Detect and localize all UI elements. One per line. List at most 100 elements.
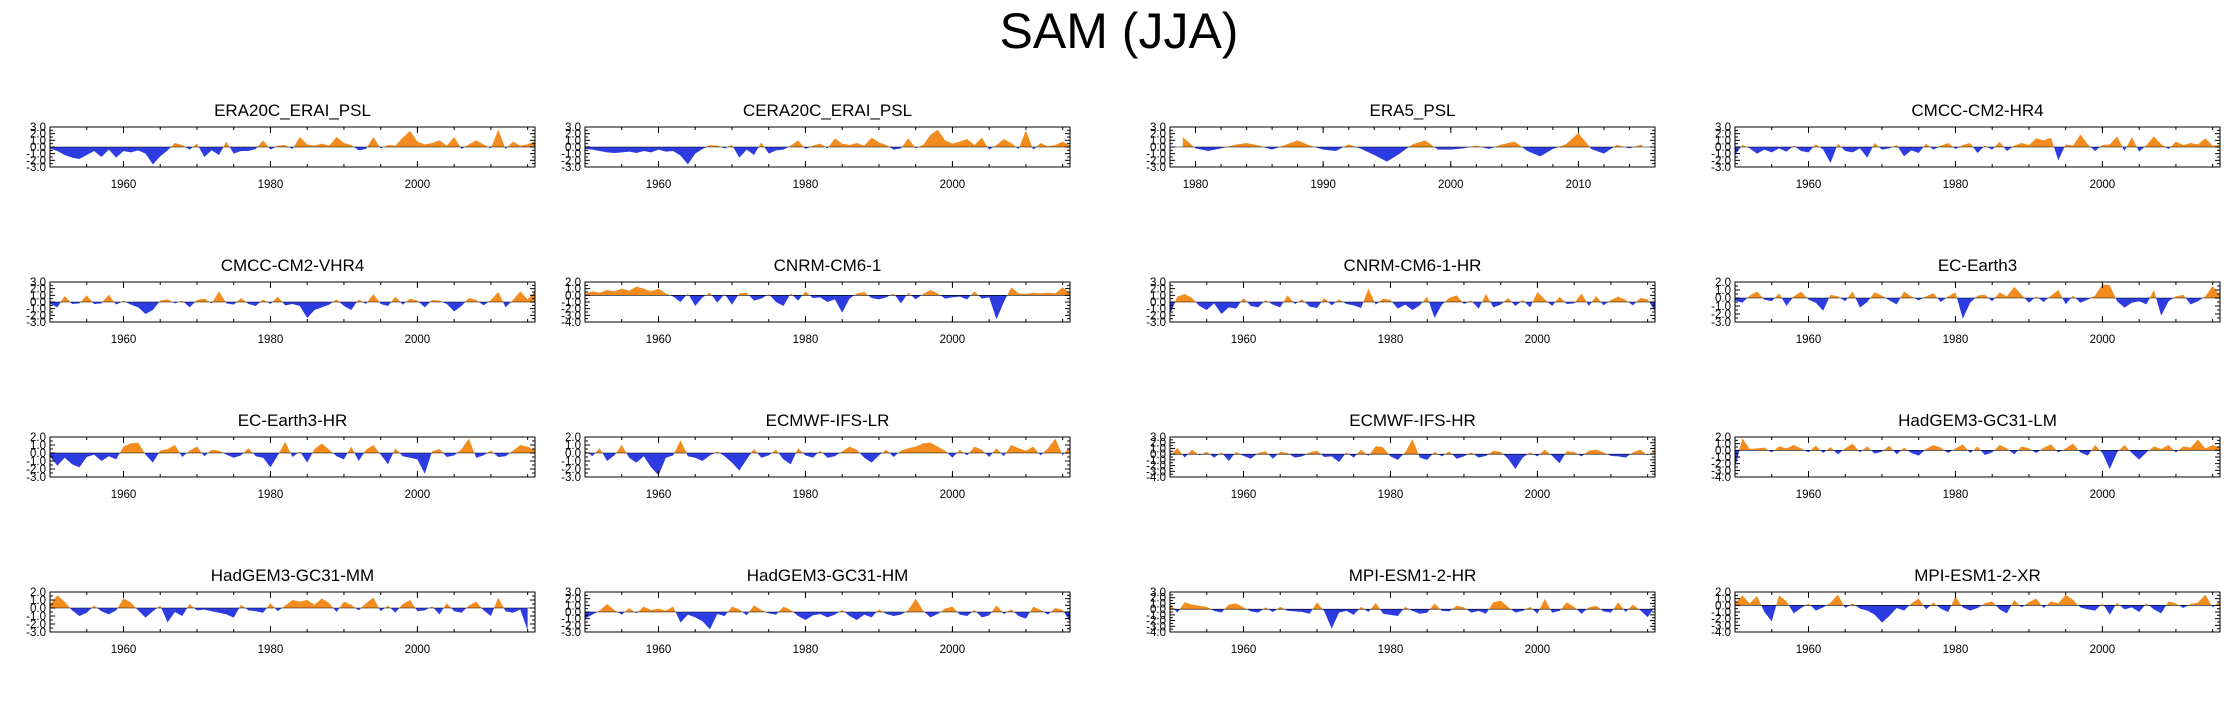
positive-area bbox=[585, 598, 1070, 612]
positive-area bbox=[1735, 594, 2220, 606]
x-tick-label: 2000 bbox=[2090, 179, 2116, 191]
y-tick-label: -1.0 bbox=[26, 456, 46, 468]
y-tick-label: -1.0 bbox=[1711, 149, 1731, 161]
y-tick-label: 2.0 bbox=[1715, 587, 1731, 599]
x-tick-label: 1960 bbox=[1231, 334, 1257, 346]
y-tick-label: 3.0 bbox=[565, 122, 581, 134]
y-tick-label: -3.0 bbox=[561, 162, 581, 174]
x-tick-label: 1980 bbox=[1943, 489, 1969, 501]
negative-area bbox=[1182, 147, 1643, 162]
panel-10: ECMWF-IFS-LR 2.01.00.0-1.0-2.0-3.0 1960 198… bbox=[561, 411, 1071, 501]
y-tick-label: 2.0 bbox=[30, 284, 46, 296]
y-tick-label: -3.0 bbox=[26, 162, 46, 174]
y-tick-label: -3.0 bbox=[1146, 317, 1166, 329]
y-tick-label: 2.0 bbox=[1150, 593, 1166, 605]
x-tick-label: 1960 bbox=[1796, 179, 1822, 191]
y-tick-label: 1.0 bbox=[30, 135, 46, 147]
y-tick-label: -2.0 bbox=[1146, 155, 1166, 167]
y-tick-label: 0.0 bbox=[30, 142, 46, 154]
negative-area bbox=[50, 608, 528, 631]
y-tick-label: 1.0 bbox=[1150, 135, 1166, 147]
positive-area bbox=[1170, 288, 1655, 302]
x-tick-label: 1960 bbox=[111, 334, 137, 346]
panel-title: ECMWF-IFS-HR bbox=[1349, 411, 1476, 430]
x-tick-label: 2000 bbox=[405, 334, 431, 346]
y-tick-label: -1.0 bbox=[561, 149, 581, 161]
y-tick-label: -4.0 bbox=[561, 317, 581, 329]
y-tick-label: 0.0 bbox=[1715, 293, 1731, 305]
y-tick-label: 2.0 bbox=[1715, 277, 1731, 289]
y-tick-label: 2.0 bbox=[565, 432, 581, 444]
y-tick-label: -1.0 bbox=[1711, 452, 1731, 464]
panel-title: CNRM-CM6-1 bbox=[774, 256, 882, 275]
y-tick-label: -4.0 bbox=[1146, 472, 1166, 484]
x-tick-label: 2000 bbox=[2090, 489, 2116, 501]
x-tick-label: 1980 bbox=[793, 179, 819, 191]
x-tick-label: 2000 bbox=[1525, 489, 1551, 501]
x-tick-label: 1960 bbox=[646, 644, 672, 656]
panel-6: CNRM-CM6-1 2.01.00.0-1.0-2.0-3.0-4.0 1960 1… bbox=[561, 256, 1071, 346]
y-tick-label: 0.0 bbox=[30, 297, 46, 309]
y-tick-label: -3.0 bbox=[561, 310, 581, 322]
y-tick-label: -1.0 bbox=[26, 149, 46, 161]
y-tick-label: 0.0 bbox=[565, 290, 581, 302]
y-tick-label: 1.0 bbox=[1150, 290, 1166, 302]
panel-title: EC-Earth3-HR bbox=[238, 411, 348, 430]
negative-area bbox=[50, 453, 535, 474]
y-tick-label: 1.0 bbox=[565, 284, 581, 296]
y-tick-label: 1.0 bbox=[1715, 439, 1731, 451]
y-tick-label: 2.0 bbox=[565, 594, 581, 606]
panel-4: CMCC-CM2-HR4 3.02.01.00.0-1.0-2.0-3.0 1960… bbox=[1711, 101, 2221, 191]
y-tick-label: 2.0 bbox=[30, 587, 46, 599]
y-tick-label: 2.0 bbox=[565, 277, 581, 289]
x-tick-label: 1980 bbox=[1943, 179, 1969, 191]
x-tick-label: 1980 bbox=[1378, 644, 1404, 656]
positive-area bbox=[1170, 439, 1655, 455]
x-tick-label: 1960 bbox=[646, 179, 672, 191]
y-tick-label: -1.0 bbox=[1146, 304, 1166, 316]
x-tick-label: 2000 bbox=[940, 644, 966, 656]
y-tick-label: 2.0 bbox=[1715, 432, 1731, 444]
positive-area bbox=[50, 291, 535, 302]
y-tick-label: 1.0 bbox=[1715, 594, 1731, 606]
y-tick-label: 0.0 bbox=[30, 448, 46, 460]
y-tick-label: -2.0 bbox=[1711, 614, 1731, 626]
panel-title: MPI-ESM1-2-XR bbox=[1914, 566, 2041, 585]
plot-frame bbox=[1734, 591, 2221, 633]
y-tick-label: 3.0 bbox=[30, 277, 46, 289]
negative-area bbox=[50, 302, 535, 318]
y-tick-label: -3.0 bbox=[1711, 162, 1731, 174]
y-tick-label: 1.0 bbox=[30, 440, 46, 452]
y-tick-label: 3.0 bbox=[30, 122, 46, 134]
panel-title: MPI-ESM1-2-HR bbox=[1349, 566, 1477, 585]
panel-title: CERA20C_ERAI_PSL bbox=[743, 101, 912, 120]
y-tick-label: -2.0 bbox=[1146, 310, 1166, 322]
y-tick-label: -3.0 bbox=[26, 627, 46, 639]
y-tick-label: -1.0 bbox=[1146, 610, 1166, 622]
y-tick-label: -2.0 bbox=[561, 304, 581, 316]
y-tick-label: -2.0 bbox=[1711, 155, 1731, 167]
figure-title: SAM (JJA) bbox=[999, 3, 1239, 59]
y-tick-label: 3.0 bbox=[1150, 432, 1166, 444]
x-tick-label: 1980 bbox=[258, 179, 284, 191]
positive-area bbox=[585, 438, 1070, 453]
y-tick-label: -2.0 bbox=[26, 464, 46, 476]
panel-title: ERA20C_ERAI_PSL bbox=[214, 101, 371, 120]
x-tick-label: 2000 bbox=[940, 179, 966, 191]
positive-area bbox=[585, 286, 1070, 296]
y-tick-label: -1.0 bbox=[561, 456, 581, 468]
positive-area bbox=[50, 595, 528, 608]
panel-15: MPI-ESM1-2-HR 3.02.01.00.0-1.0-2.0-3.0-4.… bbox=[1146, 566, 1656, 656]
y-tick-label: 3.0 bbox=[565, 587, 581, 599]
y-tick-label: -1.0 bbox=[1711, 301, 1731, 313]
y-tick-label: 2.0 bbox=[1150, 129, 1166, 141]
y-tick-label: -2.0 bbox=[561, 464, 581, 476]
x-tick-label: 1980 bbox=[793, 334, 819, 346]
y-tick-label: 1.0 bbox=[1715, 285, 1731, 297]
negative-area bbox=[1735, 298, 2220, 319]
panel-8: EC-Earth3 2.01.00.0-1.0-2.0-3.0 1960 1980 20… bbox=[1711, 256, 2221, 346]
y-tick-label: -4.0 bbox=[1711, 472, 1731, 484]
y-tick-label: -2.0 bbox=[1146, 461, 1166, 473]
x-tick-label: 1960 bbox=[1231, 489, 1257, 501]
